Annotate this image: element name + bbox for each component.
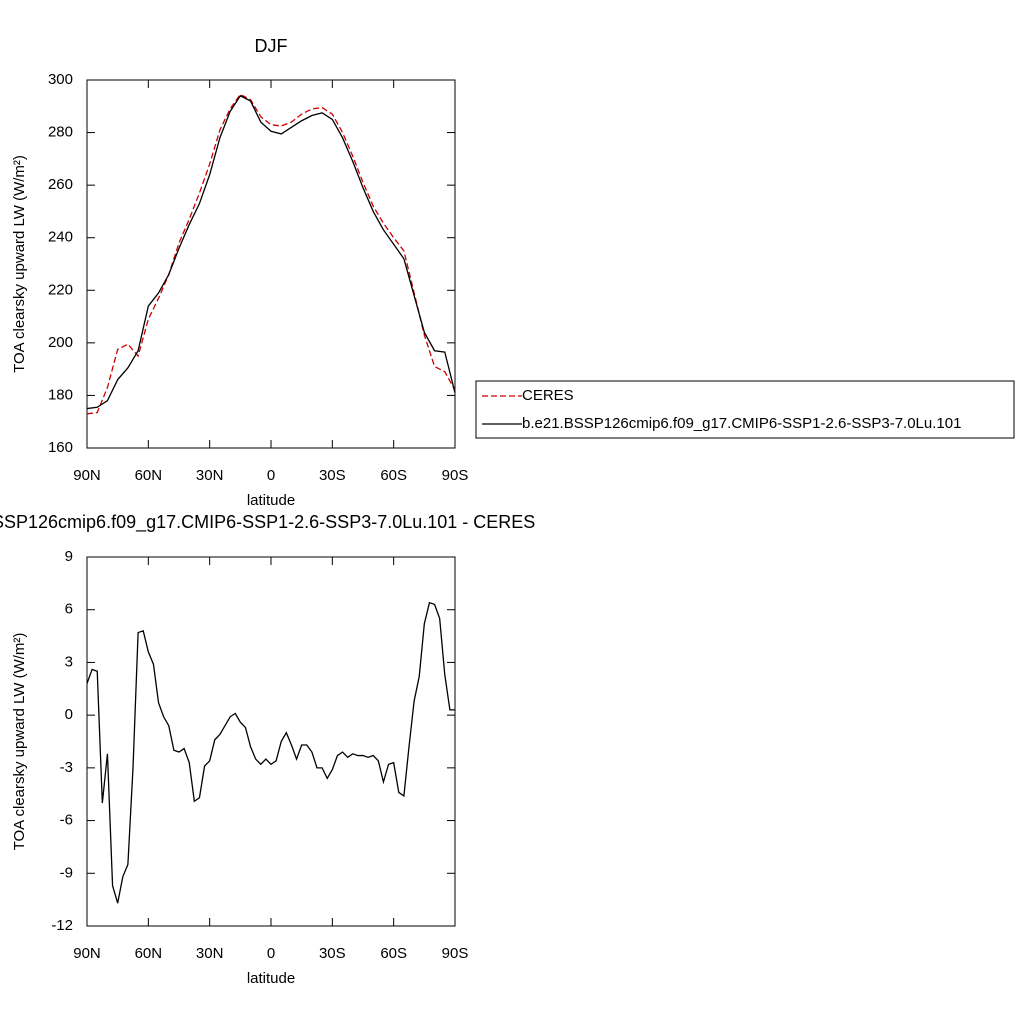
series-line: [86, 93, 456, 415]
x-tick-label: 30N: [196, 945, 224, 962]
series-line: [86, 94, 456, 410]
y-tick-label: 260: [48, 176, 73, 193]
x-tick-label: 0: [267, 467, 275, 484]
series-line: [86, 601, 455, 904]
x-tick-label: 60N: [135, 467, 163, 484]
y-tick-label: 6: [65, 601, 73, 618]
y-tick-label: 200: [48, 334, 73, 351]
y-tick-label: 240: [48, 229, 73, 246]
y-tick-label: -6: [60, 812, 73, 829]
y-tick-label: -12: [51, 917, 73, 934]
legend-label: b.e21.BSSP126cmip6.f09_g17.CMIP6-SSP1-2.…: [522, 415, 961, 432]
y-tick-label: 280: [48, 124, 73, 141]
y-tick-label: 300: [48, 71, 73, 88]
x-tick-label: 30N: [196, 467, 224, 484]
y-tick-label: 160: [48, 439, 73, 456]
y-tick-label: 3: [65, 653, 73, 670]
x-tick-label: 90S: [442, 945, 469, 962]
x-axis-label: latitude: [247, 492, 295, 509]
legend-box: [475, 380, 1015, 439]
x-tick-label: 60S: [380, 945, 407, 962]
y-tick-label: -3: [60, 759, 73, 776]
x-tick-label: 60N: [135, 945, 163, 962]
y-tick-label: 180: [48, 386, 73, 403]
y-tick-label: 220: [48, 281, 73, 298]
y-tick-label: -9: [60, 864, 73, 881]
plot-frame: [86, 79, 456, 449]
y-axis-label: TOA clearsky upward LW (W/m²): [11, 633, 28, 851]
x-tick-label: 90N: [73, 945, 101, 962]
y-tick-label: 0: [65, 706, 73, 723]
legend-label: CERES: [522, 387, 574, 404]
x-tick-label: 60S: [380, 467, 407, 484]
chart-title: SSP126cmip6.f09_g17.CMIP6-SSP1-2.6-SSP3-…: [0, 512, 535, 533]
x-axis-label: latitude: [247, 970, 295, 987]
chart-title: DJF: [255, 36, 288, 56]
y-tick-label: 9: [65, 548, 73, 565]
y-axis-label: TOA clearsky upward LW (W/m²): [11, 155, 28, 373]
x-tick-label: 90N: [73, 467, 101, 484]
plot-frame: [86, 556, 456, 927]
x-tick-label: 90S: [442, 467, 469, 484]
x-tick-label: 30S: [319, 945, 346, 962]
x-tick-label: 0: [267, 945, 275, 962]
x-tick-label: 30S: [319, 467, 346, 484]
